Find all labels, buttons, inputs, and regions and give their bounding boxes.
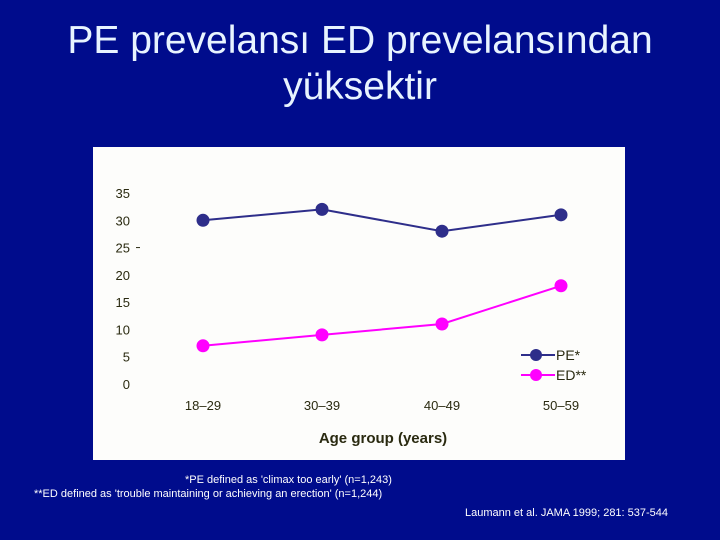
x-tick-label: 30–39	[304, 398, 340, 413]
footnote-ed-definition: **ED defined as 'trouble maintaining or …	[34, 488, 383, 500]
data-point	[554, 279, 568, 293]
slide-title: PE prevelansı ED prevelansından yüksekti…	[0, 18, 720, 110]
y-tick-label: 20	[116, 268, 130, 283]
y-tick-label: 25	[116, 241, 130, 256]
legend-label: ED**	[556, 367, 587, 383]
data-point	[435, 317, 449, 331]
legend-swatch-marker	[530, 349, 542, 361]
data-point	[554, 208, 568, 222]
citation: Laumann et al. JAMA 1999; 281: 537-544	[465, 507, 669, 519]
y-tick-label: 30	[116, 213, 130, 228]
series-line-pe	[202, 208, 562, 233]
series-line-ed	[202, 284, 562, 347]
title-line-1: PE prevelansı ED prevelansından	[67, 19, 653, 62]
data-point	[315, 328, 329, 342]
x-tick-label: 50–59	[543, 398, 579, 413]
y-tick-label: 35	[116, 186, 130, 201]
legend-swatch-marker	[530, 369, 542, 381]
y-tick-label: 5	[123, 350, 130, 365]
x-tick-label: 40–49	[424, 398, 460, 413]
title-line-2: yüksektir	[283, 65, 437, 108]
footnote-pe-definition: *PE defined as 'climax too early' (n=1,2…	[185, 474, 392, 486]
chart-panel: 0 5 10 15 20 25 30 35 18–29 30–39 40–49 50–59 Age gr…	[93, 147, 625, 460]
y-tick-label: 10	[116, 322, 130, 337]
y-tick-label: 0	[123, 377, 130, 392]
line-chart: 0 5 10 15 20 25 30 35 18–29 30–39 40–49 50–59 Age gr…	[116, 186, 587, 447]
x-tick-label: 18–29	[185, 398, 221, 413]
legend-label: PE*	[556, 347, 581, 363]
y-tick-label: 15	[116, 295, 130, 310]
x-axis-label: Age group (years)	[319, 430, 447, 447]
data-point	[196, 339, 210, 353]
data-point	[435, 224, 449, 238]
data-point	[315, 202, 329, 216]
data-point	[196, 213, 210, 227]
